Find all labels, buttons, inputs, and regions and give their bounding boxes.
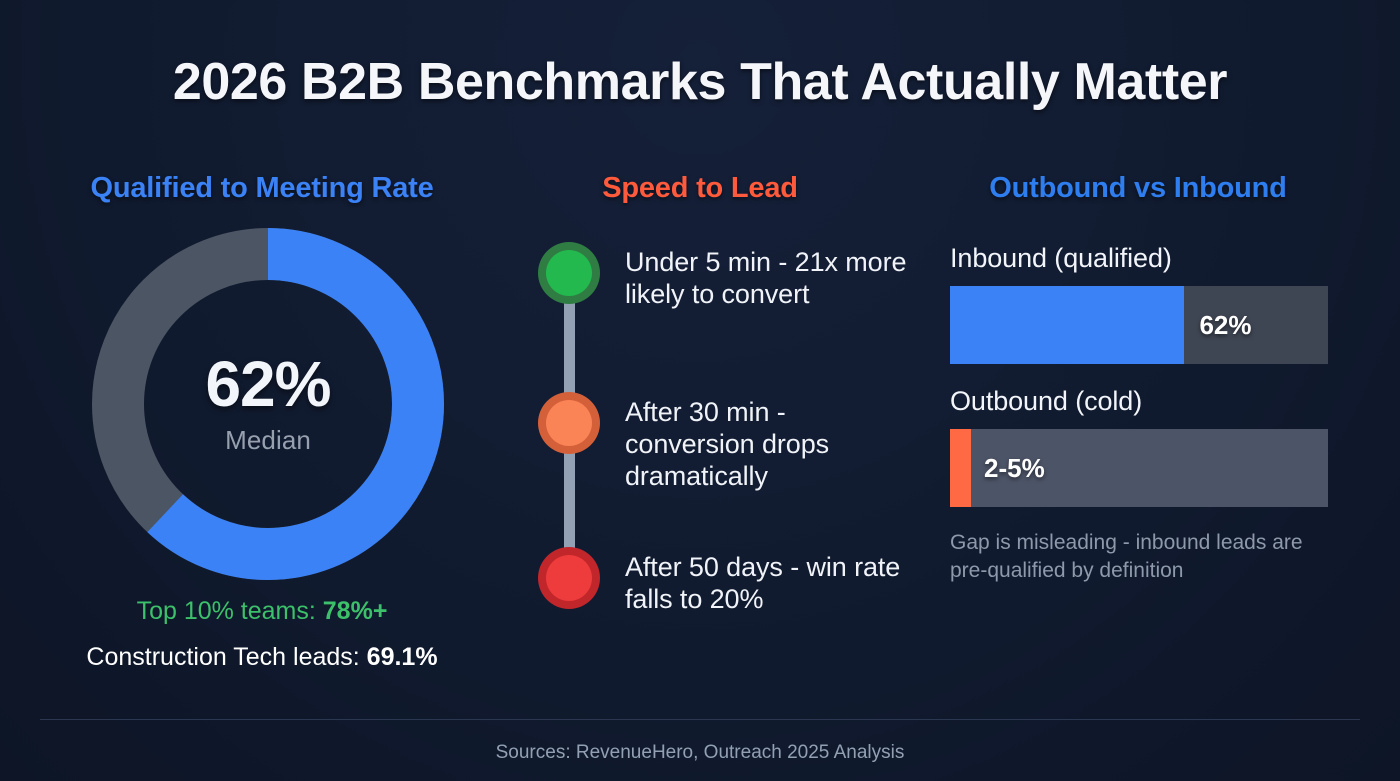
inbound-bar-value: 62% — [1199, 309, 1252, 340]
inbound-bar-fill — [950, 286, 1185, 364]
donut-sub-text: Median — [225, 425, 311, 455]
footer-divider — [40, 719, 1360, 720]
donut-note-bottom-value: 69.1% — [366, 643, 438, 671]
timeline-item-label: After 50 days - win rate falls to 20% — [625, 552, 901, 615]
outbound-bar-value: 2-5% — [984, 452, 1045, 483]
donut-center-labels: 62% Median — [92, 228, 444, 580]
column-heading-speed-to-lead: Speed to Lead — [602, 172, 798, 204]
page-title: 2026 B2B Benchmarks That Actually Matter — [172, 53, 1228, 111]
outbound-bar-fill — [950, 429, 971, 507]
donut-value-text: 62% — [205, 348, 331, 420]
orange-dot-icon — [538, 392, 600, 454]
column-heading-qualified-to-meeting: Qualified to Meeting Rate — [90, 172, 434, 204]
inbound-bar-label: Inbound (qualified) — [950, 243, 1172, 273]
outbound-bar-track: 2-5% — [950, 429, 1328, 507]
donut-note-top-teams: Top 10% teams: 78%+ — [0, 597, 524, 626]
donut-chart: 62% Median — [92, 228, 444, 580]
footer-sources: Sources: RevenueHero, Outreach 2025 Anal… — [495, 742, 905, 763]
timeline-item-label: Under 5 min - 21x more likely to convert — [625, 247, 907, 310]
inbound-bar-track: 62% — [950, 286, 1328, 364]
bars-footnote: Gap is misleading - inbound leads are pr… — [950, 531, 1303, 582]
green-dot-icon — [538, 242, 600, 304]
timeline-item-label: After 30 min - conversion drops dramatic… — [625, 397, 830, 492]
donut-value-arc — [92, 228, 444, 580]
donut-note-top-value: 78%+ — [322, 597, 388, 625]
timeline-item: Under 5 min - 21x more likely to convert — [524, 242, 924, 310]
outbound-bar-label: Outbound (cold) — [950, 386, 1143, 416]
donut-note-top-prefix: Top 10% teams: — [136, 597, 323, 625]
timeline-item: After 50 days - win rate falls to 20% — [524, 547, 924, 615]
outbound-bar-block: Outbound (cold) 2-5% — [950, 386, 1328, 507]
column-heading-outbound-vs-inbound: Outbound vs Inbound — [989, 172, 1287, 204]
donut-chart-svg — [92, 228, 444, 580]
outbound-vs-inbound-bars: Inbound (qualified) 62% Outbound (cold) … — [950, 243, 1328, 585]
donut-note-bottom-prefix: Construction Tech leads: — [86, 643, 367, 671]
red-dot-icon — [538, 547, 600, 609]
speed-to-lead-timeline: Under 5 min - 21x more likely to convert… — [524, 232, 924, 632]
donut-note-construction-tech: Construction Tech leads: 69.1% — [0, 643, 524, 672]
inbound-bar-block: Inbound (qualified) 62% — [950, 243, 1328, 364]
timeline-item: After 30 min - conversion drops dramatic… — [524, 392, 924, 492]
